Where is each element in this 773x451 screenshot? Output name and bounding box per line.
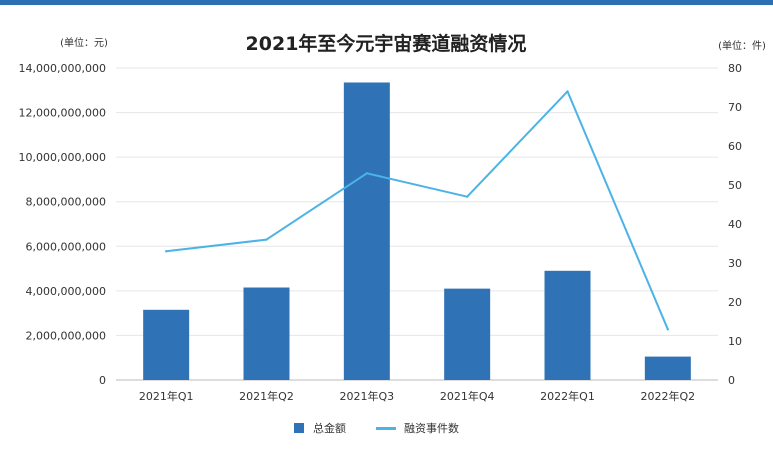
x-tick-label: 2021年Q3 <box>340 389 395 403</box>
line-point <box>365 172 369 175</box>
bar <box>243 287 290 380</box>
line-point <box>566 90 569 93</box>
left-tick-label: 0 <box>99 374 106 387</box>
left-tick-label: 10,000,000,000 <box>19 151 106 164</box>
right-tick-label: 50 <box>728 179 742 192</box>
bar <box>343 82 390 380</box>
bar-series <box>143 82 691 380</box>
x-tick-label: 2021年Q1 <box>139 389 194 403</box>
right-tick-label: 40 <box>728 218 742 231</box>
x-tick-label: 2021年Q4 <box>440 389 495 403</box>
right-tick-label: 70 <box>728 101 742 114</box>
series-line <box>166 90 669 330</box>
left-axis-ticks: 0 2,000,000,000 4,000,000,000 6,000,000,000… <box>19 62 106 387</box>
legend-label-line: 融资事件数 <box>404 422 459 435</box>
right-tick-label: 30 <box>728 257 742 270</box>
legend-label-bar: 总金额 <box>313 421 346 435</box>
x-tick-label: 2022年Q2 <box>641 389 696 403</box>
right-tick-label: 0 <box>728 374 735 387</box>
left-tick-label: 14,000,000,000 <box>19 62 106 75</box>
left-tick-label: 4,000,000,000 <box>26 285 106 298</box>
line-point <box>666 328 670 331</box>
left-tick-label: 8,000,000,000 <box>26 196 106 209</box>
bar <box>644 356 691 380</box>
line-point <box>465 195 469 198</box>
left-tick-label: 6,000,000,000 <box>26 240 106 253</box>
right-axis-unit: (单位：件) <box>718 39 766 52</box>
line-point <box>164 250 168 253</box>
left-axis-unit: (单位：元) <box>60 36 108 49</box>
line-series <box>164 90 670 331</box>
x-axis-ticks: 2021年Q1 2021年Q2 2021年Q3 2021年Q4 2022年Q1 2022年… <box>139 389 695 403</box>
legend-swatch-bar <box>294 423 304 433</box>
right-axis-ticks: 0 10 20 30 40 50 60 70 80 <box>728 62 742 387</box>
x-tick-label: 2021年Q2 <box>239 389 294 403</box>
right-tick-label: 60 <box>728 140 742 153</box>
line-point <box>265 238 268 241</box>
x-tick-label: 2022年Q1 <box>540 389 595 403</box>
right-tick-label: 10 <box>728 335 742 348</box>
left-tick-label: 2,000,000,000 <box>26 329 106 342</box>
bar <box>143 309 190 380</box>
bar <box>444 288 491 380</box>
grid-lines <box>116 67 718 381</box>
top-accent-bar <box>0 0 773 5</box>
chart-title: 2021年至今元宇宙赛道融资情况 <box>246 32 527 55</box>
right-tick-label: 20 <box>728 296 742 309</box>
left-tick-label: 12,000,000,000 <box>19 107 106 120</box>
right-tick-label: 80 <box>728 62 742 75</box>
legend-swatch-line <box>376 427 396 430</box>
legend: 总金额 融资事件数 <box>294 421 459 435</box>
bar <box>544 270 591 380</box>
